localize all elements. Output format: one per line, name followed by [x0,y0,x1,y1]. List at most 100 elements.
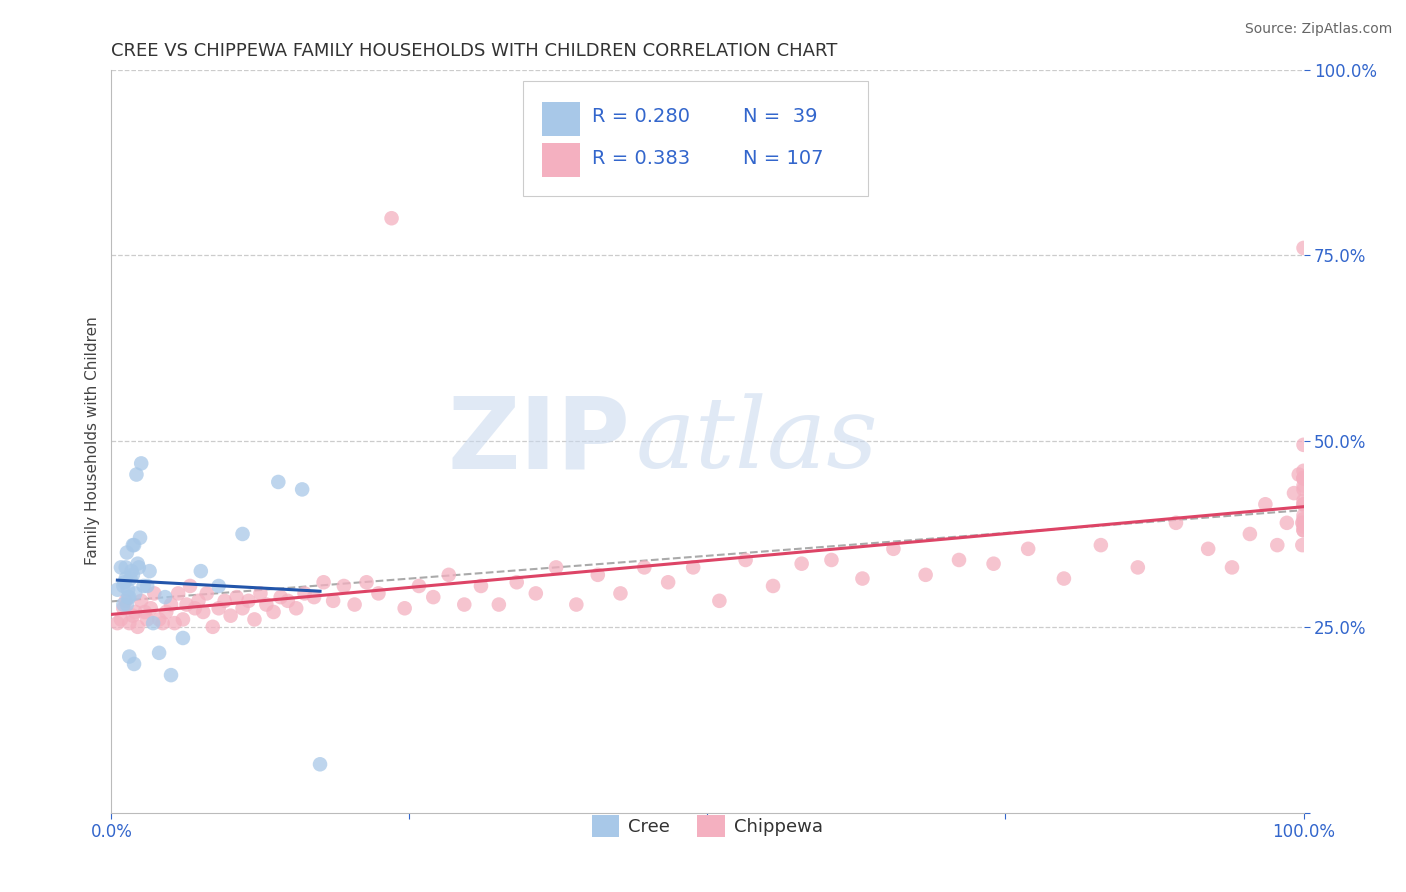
Point [1275,516,1298,530]
Point [142,616,165,631]
Point [105,582,128,597]
Text: R = 0.280: R = 0.280 [592,107,690,126]
Point [408,579,430,593]
Point [422,590,444,604]
Text: N =  39: N = 39 [744,107,818,126]
Text: R = 0.383: R = 0.383 [592,149,690,168]
Point [187,594,209,608]
Point [734,553,756,567]
Point [1239,527,1261,541]
Point [657,575,679,590]
Point [214,594,236,608]
Point [762,579,785,593]
Point [291,483,314,497]
Point [249,586,271,600]
Point [110,612,132,626]
Point [267,475,290,489]
Point [122,608,145,623]
Point [1288,467,1310,482]
Point [682,560,704,574]
Point [1291,516,1313,530]
Point [118,616,141,631]
Point [270,590,292,604]
Point [120,572,142,586]
Point [172,612,194,626]
Point [470,579,492,593]
Point [143,586,166,600]
Point [263,605,285,619]
Y-axis label: Family Households with Children: Family Households with Children [86,317,100,566]
Point [1292,483,1315,497]
Point [225,590,247,604]
Point [790,557,813,571]
Point [232,527,254,541]
Point [190,564,212,578]
Point [232,601,254,615]
Point [1291,538,1313,552]
Point [1053,572,1076,586]
Point [1292,438,1315,452]
Point [128,560,150,574]
Point [124,605,146,619]
FancyBboxPatch shape [541,102,579,136]
Point [172,631,194,645]
Point [153,590,176,604]
Point [367,586,389,600]
Point [1292,497,1315,511]
FancyBboxPatch shape [541,144,579,178]
Point [243,612,266,626]
Point [1292,471,1315,485]
Point [586,567,609,582]
Text: ZIP: ZIP [447,392,630,490]
Point [127,557,149,571]
Point [380,211,402,226]
Point [195,586,218,600]
Point [122,657,145,671]
Point [1292,523,1315,537]
Point [136,612,159,626]
Point [134,605,156,619]
Point [524,586,547,600]
Point [136,579,159,593]
Point [343,598,366,612]
Point [208,579,231,593]
Point [277,594,299,608]
Point [176,598,198,612]
Point [115,598,138,612]
Point [122,538,145,552]
Point [121,564,143,578]
Point [1292,493,1315,508]
Point [633,560,655,574]
Point [110,560,132,574]
Point [1292,241,1315,255]
Point [851,572,873,586]
Point [122,538,145,552]
Point [506,575,529,590]
Point [1265,538,1288,552]
Point [138,564,160,578]
Point [179,579,201,593]
Point [114,572,136,586]
Point [208,601,231,615]
Point [544,560,567,574]
Point [1197,541,1219,556]
Point [914,567,936,582]
Point [125,467,148,482]
Point [1164,516,1187,530]
Point [132,579,155,593]
Point [167,586,190,600]
FancyBboxPatch shape [523,81,869,196]
Legend: Cree, Chippewa: Cree, Chippewa [585,808,830,845]
Point [219,608,242,623]
Point [1292,519,1315,533]
Point [129,531,152,545]
Point [148,612,170,626]
Point [709,594,731,608]
Point [254,598,277,612]
Text: N = 107: N = 107 [744,149,824,168]
Point [394,601,416,615]
Point [238,594,260,608]
Point [1282,486,1305,500]
Point [1126,560,1149,574]
Point [114,560,136,574]
